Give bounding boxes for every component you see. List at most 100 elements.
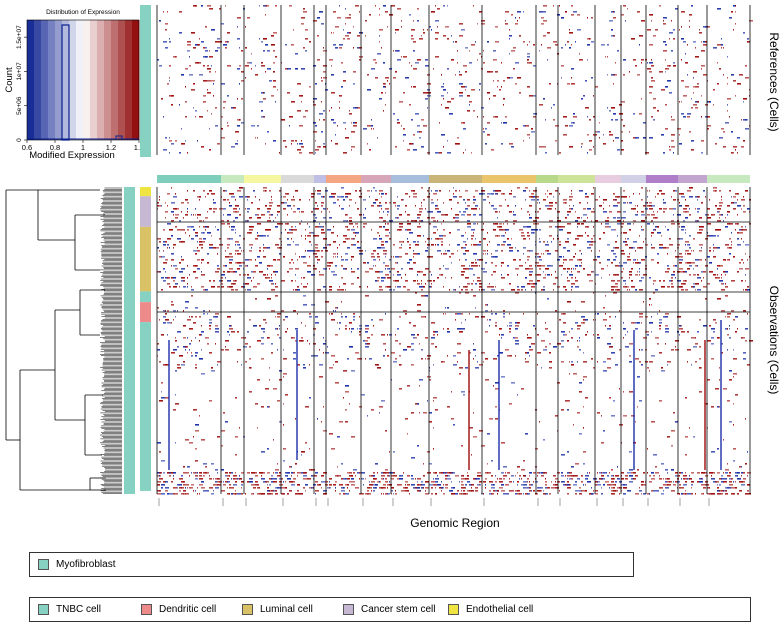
heat-cell: [599, 137, 600, 139]
heat-cell: [407, 149, 410, 151]
heat-cell: [321, 232, 325, 234]
heat-cell: [425, 337, 428, 339]
heat-cell: [623, 280, 626, 282]
heat-cell: [239, 214, 241, 216]
heat-cell: [737, 232, 739, 234]
heat-cell: [421, 205, 422, 207]
heat-cell: [455, 289, 456, 291]
heat-cell: [555, 415, 558, 417]
heat-cell: [621, 442, 622, 444]
heat-cell: [687, 190, 691, 192]
heat-cell: [421, 289, 423, 291]
heat-cell: [731, 280, 735, 282]
heat-cell: [309, 487, 312, 489]
heat-cell: [583, 352, 584, 354]
heat-cell: [161, 98, 163, 100]
heat-cell: [683, 475, 687, 477]
heat-cell: [583, 95, 585, 97]
heat-cell: [517, 484, 518, 486]
heat-cell: [477, 280, 481, 282]
heat-cell: [379, 211, 380, 213]
heat-cell: [659, 487, 663, 489]
heat-cell: [565, 475, 566, 477]
heat-cell: [305, 235, 306, 237]
heat-cell: [681, 493, 683, 495]
heat-cell: [395, 358, 397, 360]
heat-cell: [331, 119, 334, 121]
heat-cell: [369, 14, 371, 16]
heat-cell: [515, 475, 516, 477]
heat-cell: [667, 268, 670, 270]
heat-cell: [267, 484, 268, 486]
heat-cell: [621, 253, 625, 255]
heat-cell: [317, 59, 320, 61]
heat-cell: [373, 325, 374, 327]
heat-cell: [225, 349, 229, 351]
heat-cell: [313, 343, 316, 345]
heat-cell: [441, 361, 443, 363]
heat-cell: [745, 289, 748, 291]
heat-cell: [489, 493, 492, 495]
heat-cell: [667, 286, 670, 288]
heat-cell: [345, 226, 348, 228]
heat-cell: [701, 152, 703, 154]
heat-cell: [359, 316, 360, 318]
heat-cell: [463, 128, 466, 130]
heat-cell: [279, 475, 281, 477]
heat-cell: [425, 358, 426, 360]
heat-cell: [335, 382, 339, 384]
heat-cell: [315, 244, 318, 246]
heat-cell: [557, 343, 561, 345]
heat-cell: [171, 481, 173, 483]
heat-cell: [175, 214, 179, 216]
heat-cell: [385, 265, 389, 267]
heat-cell: [317, 17, 320, 19]
heat-cell: [503, 193, 505, 195]
heat-cell: [159, 472, 162, 474]
heat-cell: [189, 74, 193, 76]
heat-cell: [745, 244, 749, 246]
heat-cell: [393, 451, 395, 453]
heat-cell: [535, 262, 539, 264]
heat-cell: [617, 280, 620, 282]
heat-cell: [323, 238, 327, 240]
heat-cell: [263, 256, 266, 258]
heat-cell: [245, 26, 246, 28]
heat-cell: [177, 208, 179, 210]
heat-cell: [743, 32, 745, 34]
heat-cell: [319, 223, 320, 225]
heat-cell: [335, 334, 338, 336]
heat-cell: [277, 259, 279, 261]
heat-cell: [541, 340, 545, 342]
chromosome-segment: [221, 175, 244, 183]
heat-cell: [669, 32, 673, 34]
heat-cell: [249, 229, 253, 231]
heat-cell: [349, 481, 353, 483]
heat-cell: [323, 119, 325, 121]
heat-cell: [503, 313, 505, 315]
heat-cell: [713, 493, 715, 495]
heat-cell: [189, 442, 193, 444]
heat-cell: [707, 125, 711, 127]
heat-cell: [461, 322, 462, 324]
heat-cell: [345, 196, 348, 198]
heat-cell: [477, 475, 480, 477]
heat-cell: [635, 205, 636, 207]
heat-cell: [727, 316, 730, 318]
heat-cell: [707, 235, 709, 237]
heat-cell: [499, 226, 502, 228]
heat-cell: [293, 337, 295, 339]
heat-cell: [223, 208, 226, 210]
heat-cell: [199, 493, 200, 495]
heat-cell: [333, 364, 334, 366]
heat-cell: [313, 131, 317, 133]
heat-cell: [283, 349, 284, 351]
heat-cell: [171, 187, 172, 189]
heat-cell: [741, 238, 742, 240]
heat-cell: [623, 322, 624, 324]
heat-cell: [373, 259, 376, 261]
heat-cell: [345, 238, 348, 240]
heat-cell: [405, 484, 406, 486]
heat-cell: [629, 355, 631, 357]
heat-cell: [441, 241, 443, 243]
